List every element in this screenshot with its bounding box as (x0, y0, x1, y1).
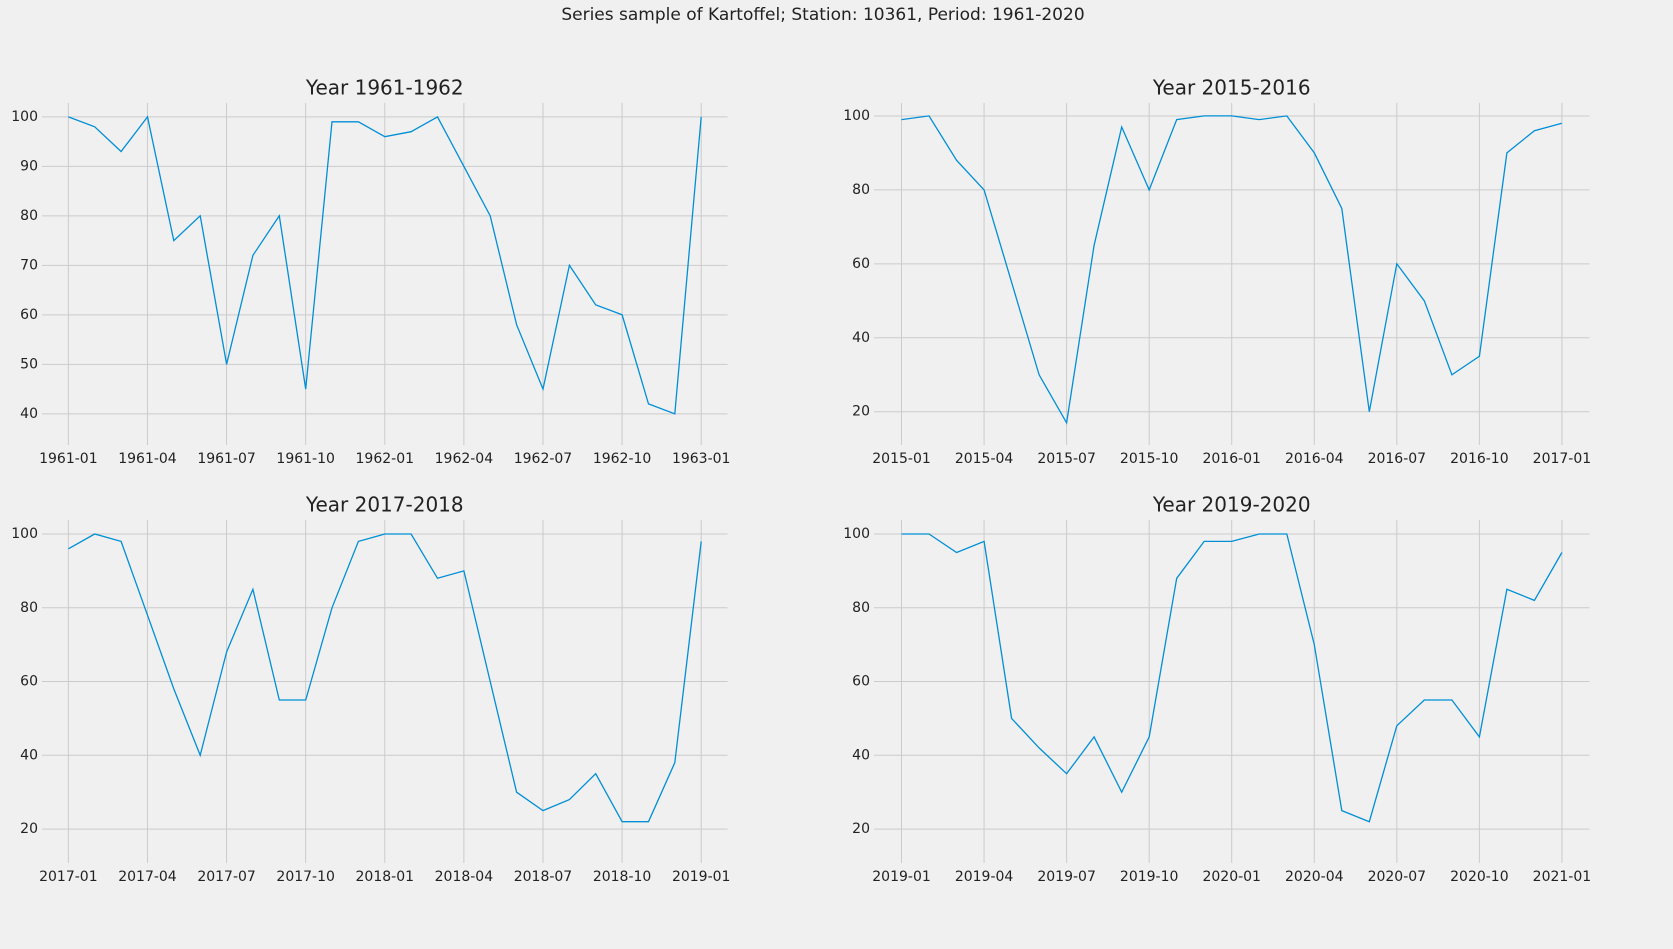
y-tick-label: 20 (852, 821, 870, 837)
x-tick-label: 2017-01 (1533, 451, 1592, 467)
x-tick-label: 2020-01 (1202, 869, 1261, 885)
y-tick-label: 20 (852, 404, 870, 420)
x-tick-label: 1962-04 (435, 451, 494, 467)
x-tick-label: 1962-01 (356, 451, 415, 467)
x-tick-label: 2019-10 (1120, 869, 1179, 885)
y-tick-label: 80 (852, 600, 870, 616)
x-tick-label: 2019-07 (1037, 869, 1096, 885)
x-tick-label: 1961-01 (39, 451, 98, 467)
y-tick-label: 60 (852, 674, 870, 690)
x-tick-label: 1962-07 (514, 451, 573, 467)
x-tick-label: 2015-01 (872, 451, 931, 467)
y-tick-label: 60 (852, 256, 870, 272)
x-tick-label: 1961-10 (276, 451, 335, 467)
y-tick-label: 80 (20, 208, 38, 224)
y-tick-label: 100 (11, 109, 38, 125)
y-tick-label: 50 (20, 356, 38, 372)
x-tick-label: 2017-10 (276, 869, 335, 885)
x-tick-label: 2020-10 (1450, 869, 1509, 885)
y-tick-label: 80 (852, 182, 870, 198)
x-tick-label: 2018-07 (514, 869, 573, 885)
x-tick-label: 2018-01 (356, 869, 415, 885)
x-tick-label: 2020-04 (1285, 869, 1344, 885)
x-tick-label: 2020-07 (1368, 869, 1427, 885)
y-tick-label: 40 (20, 747, 38, 763)
x-tick-label: 2017-04 (118, 869, 177, 885)
y-tick-label: 40 (852, 330, 870, 346)
y-tick-label: 90 (20, 158, 38, 174)
y-tick-label: 60 (20, 307, 38, 323)
x-tick-label: 2016-04 (1285, 451, 1344, 467)
subplot-title: Year 2015-2016 (1152, 76, 1311, 100)
x-tick-label: 1962-10 (593, 451, 652, 467)
x-tick-label: 2016-01 (1202, 451, 1261, 467)
x-tick-label: 2019-01 (872, 869, 931, 885)
data-line (68, 533, 702, 823)
x-tick-label: 2015-10 (1120, 451, 1179, 467)
figure-title: Series sample of Kartoffel; Station: 103… (561, 5, 1084, 25)
data-line (68, 115, 702, 415)
x-tick-label: 1963-01 (672, 451, 731, 467)
subplot-title: Year 2017-2018 (305, 493, 464, 517)
data-line (901, 115, 1563, 425)
subplot-title: Year 1961-1962 (305, 76, 464, 100)
x-tick-label: 1961-07 (197, 451, 256, 467)
x-tick-label: 2017-01 (39, 869, 98, 885)
y-tick-label: 80 (20, 600, 38, 616)
x-tick-label: 2021-01 (1533, 869, 1592, 885)
y-tick-label: 60 (20, 674, 38, 690)
data-line (901, 533, 1563, 823)
x-tick-label: 2018-04 (435, 869, 494, 885)
y-tick-label: 70 (20, 257, 38, 273)
x-tick-label: 2016-07 (1368, 451, 1427, 467)
y-tick-label: 100 (843, 108, 870, 124)
subplot-title: Year 2019-2020 (1152, 493, 1311, 517)
x-tick-label: 2019-01 (672, 869, 731, 885)
x-tick-label: 2016-10 (1450, 451, 1509, 467)
y-tick-label: 100 (11, 526, 38, 542)
y-tick-label: 40 (852, 747, 870, 763)
x-tick-label: 2015-07 (1037, 451, 1096, 467)
y-tick-label: 100 (843, 526, 870, 542)
y-tick-label: 40 (20, 406, 38, 422)
y-tick-label: 20 (20, 821, 38, 837)
x-tick-label: 2017-07 (197, 869, 256, 885)
x-tick-label: 2019-04 (955, 869, 1014, 885)
x-tick-label: 1961-04 (118, 451, 177, 467)
x-tick-label: 2015-04 (955, 451, 1014, 467)
x-tick-label: 2018-10 (593, 869, 652, 885)
